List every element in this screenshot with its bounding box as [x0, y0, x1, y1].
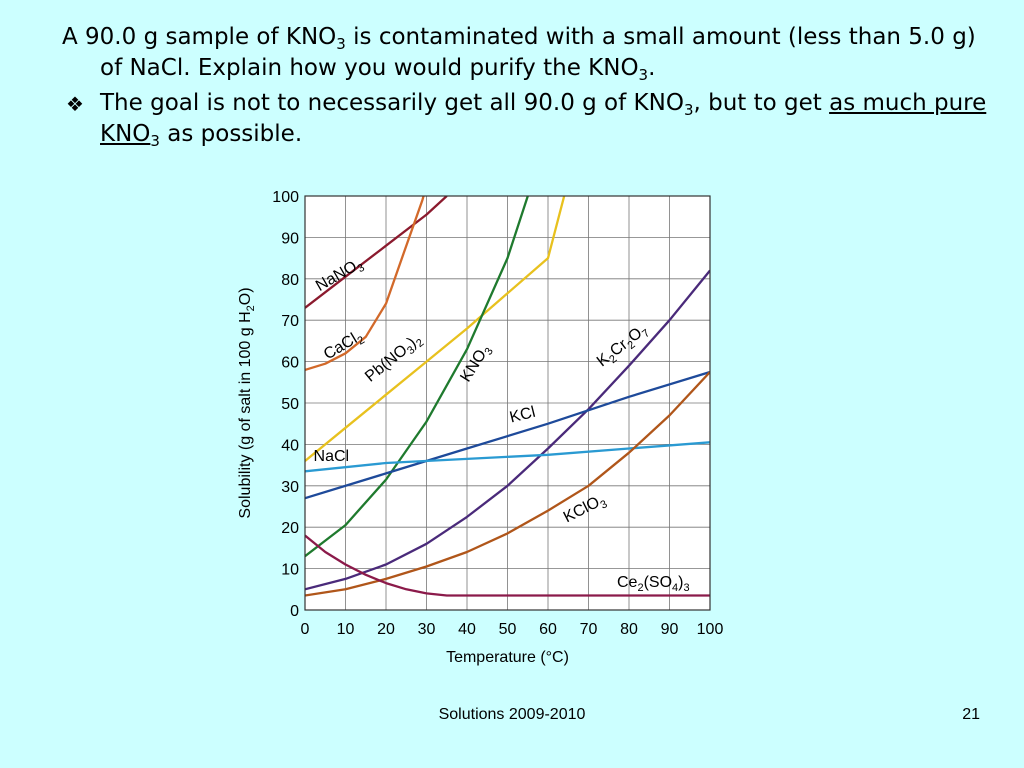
x-tick-label: 10: [337, 621, 355, 638]
y-axis-label-a: Solubility (g of salt in 100 g H: [237, 311, 254, 518]
y-tick-label: 90: [281, 230, 299, 247]
diamond-bullet-icon: ❖: [66, 92, 84, 116]
y-axis-label-sub: 2: [245, 305, 257, 311]
y-tick-label: 60: [281, 355, 299, 372]
page-number: 21: [962, 706, 980, 723]
y-tick-label: 70: [281, 313, 299, 330]
series-line: [305, 269, 710, 591]
series-line: [305, 196, 529, 558]
subscript: 3: [638, 66, 649, 84]
y-tick-label: 50: [281, 396, 299, 413]
underlined-text-a: as much pure KNO: [100, 90, 987, 147]
tick-labels: 0 10 20 30 40 50 60 70 80 90 100 0 10 20 30 40 50 60 70 80 9…: [272, 189, 723, 638]
x-axis-label: Temperature (°C): [446, 649, 569, 666]
bullet-text-b: , but to get: [693, 90, 830, 116]
bullet-text-a: The goal is not to necessarily get all 9…: [100, 90, 684, 116]
series-line: [305, 196, 566, 462]
bullet-text-c: as possible.: [159, 121, 303, 147]
series-label: Ce2(SO4)3: [617, 574, 690, 594]
series-line: [305, 441, 710, 473]
x-tick-label: 30: [418, 621, 436, 638]
series-label: KCl: [508, 404, 537, 427]
bullet-paragraph: ❖ The goal is not to necessarily get all …: [62, 88, 992, 150]
question-text-c: .: [648, 55, 656, 81]
plot-frame: [304, 195, 711, 611]
subscript: 3: [683, 101, 694, 119]
x-tick-label: 90: [661, 621, 679, 638]
x-tick-label: 0: [301, 621, 310, 638]
y-axis-label: Solubility (g of salt in 100 g H2O): [237, 287, 257, 518]
subscript: 3: [150, 132, 160, 150]
footer-title: Solutions 2009-2010: [438, 706, 586, 723]
subscript: 3: [336, 35, 346, 53]
series-label: NaCl: [314, 448, 350, 465]
series-label: K2Cr2O7: [594, 321, 652, 373]
y-tick-label: 10: [281, 562, 299, 579]
x-tick-label: 20: [377, 621, 395, 638]
series-lines: [305, 196, 710, 597]
y-tick-label: 20: [281, 520, 299, 537]
series-line: [305, 371, 710, 597]
solubility-chart: 0 10 20 30 40 50 60 70 80 90 100 0 10 20 30 40 50 60 70 80 9…: [237, 189, 723, 666]
y-tick-label: 100: [272, 189, 299, 206]
x-tick-label: 60: [539, 621, 557, 638]
x-tick-label: 80: [620, 621, 638, 638]
y-axis-label-b: O): [237, 287, 254, 305]
y-tick-label: 30: [281, 479, 299, 496]
underlined-text: as much pure KNO3: [100, 90, 987, 150]
question-paragraph: A 90.0 g sample of KNO3 is contaminated …: [62, 22, 992, 84]
question-text-a: A 90.0 g sample of KNO: [62, 24, 337, 50]
y-tick-label: 80: [281, 272, 299, 289]
x-tick-label: 50: [499, 621, 517, 638]
series-line: [305, 534, 710, 597]
y-tick-label: 0: [290, 603, 299, 620]
x-tick-label: 70: [580, 621, 598, 638]
series-line: [305, 196, 425, 371]
question-text-b: is contaminated with a small amount (les…: [100, 24, 976, 81]
x-tick-label: 40: [458, 621, 476, 638]
x-tick-label: 100: [697, 621, 724, 638]
series-line: [305, 196, 448, 309]
series-line: [305, 370, 710, 500]
y-tick-label: 40: [281, 437, 299, 454]
question-text: A 90.0 g sample of KNO3 is contaminated …: [62, 22, 992, 154]
